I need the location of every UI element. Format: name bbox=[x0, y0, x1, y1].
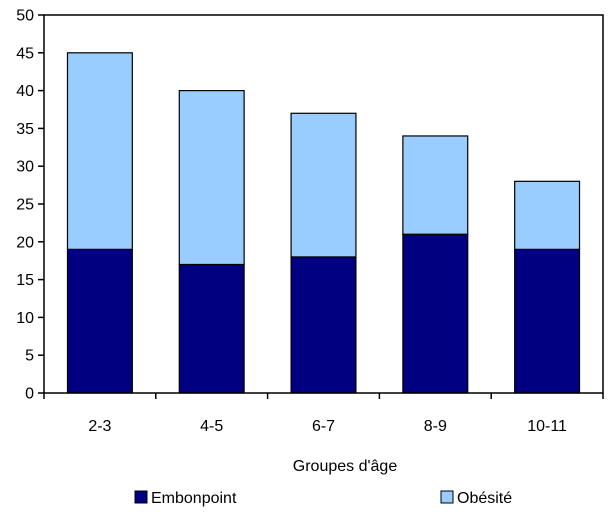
x-axis: 2-3 4-5 6-7 8-9 10-11 bbox=[43, 393, 604, 435]
y-tick-label: 45 bbox=[16, 45, 34, 62]
bar-obesite bbox=[178, 89, 245, 266]
x-tick-label: 4-5 bbox=[200, 418, 223, 435]
y-tick-label: 20 bbox=[16, 234, 34, 251]
legend-swatch bbox=[134, 490, 148, 504]
y-tick-label: 40 bbox=[16, 83, 34, 100]
bar-embonpoint bbox=[402, 233, 469, 394]
x-tick-label: 10-11 bbox=[527, 418, 567, 435]
legend: Embonpoint Obésité bbox=[134, 490, 512, 507]
y-tick-label: 50 bbox=[16, 8, 34, 25]
bar-embonpoint bbox=[514, 248, 581, 394]
y-axis: 0 5 10 15 20 25 30 35 40 45 50 bbox=[16, 8, 44, 403]
bar-embonpoint bbox=[178, 263, 245, 394]
x-tick-label: 8-9 bbox=[424, 418, 447, 435]
bar-obesite bbox=[514, 180, 581, 250]
y-tick-label: 25 bbox=[16, 197, 34, 214]
x-axis-title: Groupes d'âge bbox=[293, 458, 398, 475]
bar-embonpoint bbox=[290, 256, 357, 394]
bars-group bbox=[66, 52, 581, 394]
x-tick-label: 6-7 bbox=[312, 418, 335, 435]
y-tick-label: 5 bbox=[25, 348, 34, 365]
bar-obesite bbox=[290, 112, 357, 258]
bar-obesite bbox=[402, 135, 469, 235]
bar-obesite bbox=[66, 52, 133, 250]
y-tick-label: 0 bbox=[25, 386, 34, 403]
y-tick-label: 35 bbox=[16, 121, 34, 138]
y-tick-label: 30 bbox=[16, 159, 34, 176]
legend-label: Embonpoint bbox=[151, 490, 237, 507]
bar-embonpoint bbox=[66, 248, 133, 394]
legend-label: Obésité bbox=[457, 490, 512, 507]
x-tick-label: 2-3 bbox=[88, 418, 111, 435]
y-tick-label: 10 bbox=[16, 310, 34, 327]
y-tick-label: 15 bbox=[16, 272, 34, 289]
legend-swatch bbox=[440, 490, 454, 504]
